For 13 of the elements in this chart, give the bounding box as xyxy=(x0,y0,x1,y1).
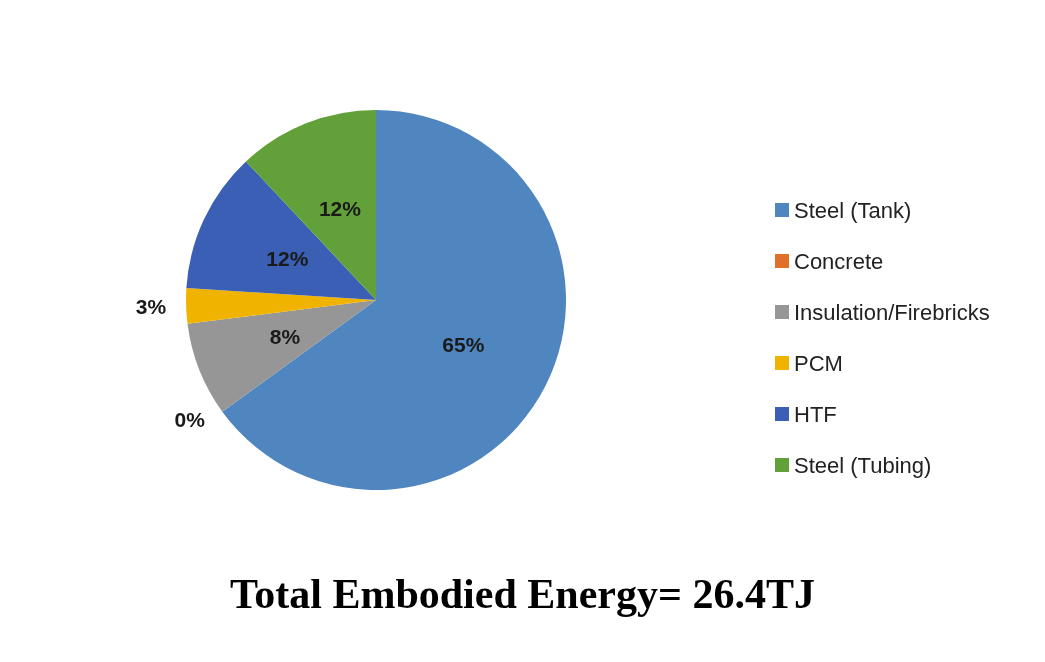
text: Total Embodied Energy= 26.4TJ xyxy=(230,571,815,617)
text: 0% xyxy=(174,408,205,432)
legend-label: HTF xyxy=(794,401,837,427)
legend-label: Insulation/Firebricks xyxy=(794,299,990,325)
data-label: 12% xyxy=(318,197,362,221)
data-label: 12% xyxy=(266,246,309,270)
legend-label: Steel (Tank) xyxy=(794,197,912,223)
data-label: 65% xyxy=(442,332,485,356)
legend-label: PCM xyxy=(794,350,843,376)
data-label: 3% xyxy=(135,294,167,318)
legend-label: Concrete xyxy=(794,248,884,274)
data-label: 8% xyxy=(269,324,301,348)
legend-label: Steel (Tubing) xyxy=(794,452,932,478)
